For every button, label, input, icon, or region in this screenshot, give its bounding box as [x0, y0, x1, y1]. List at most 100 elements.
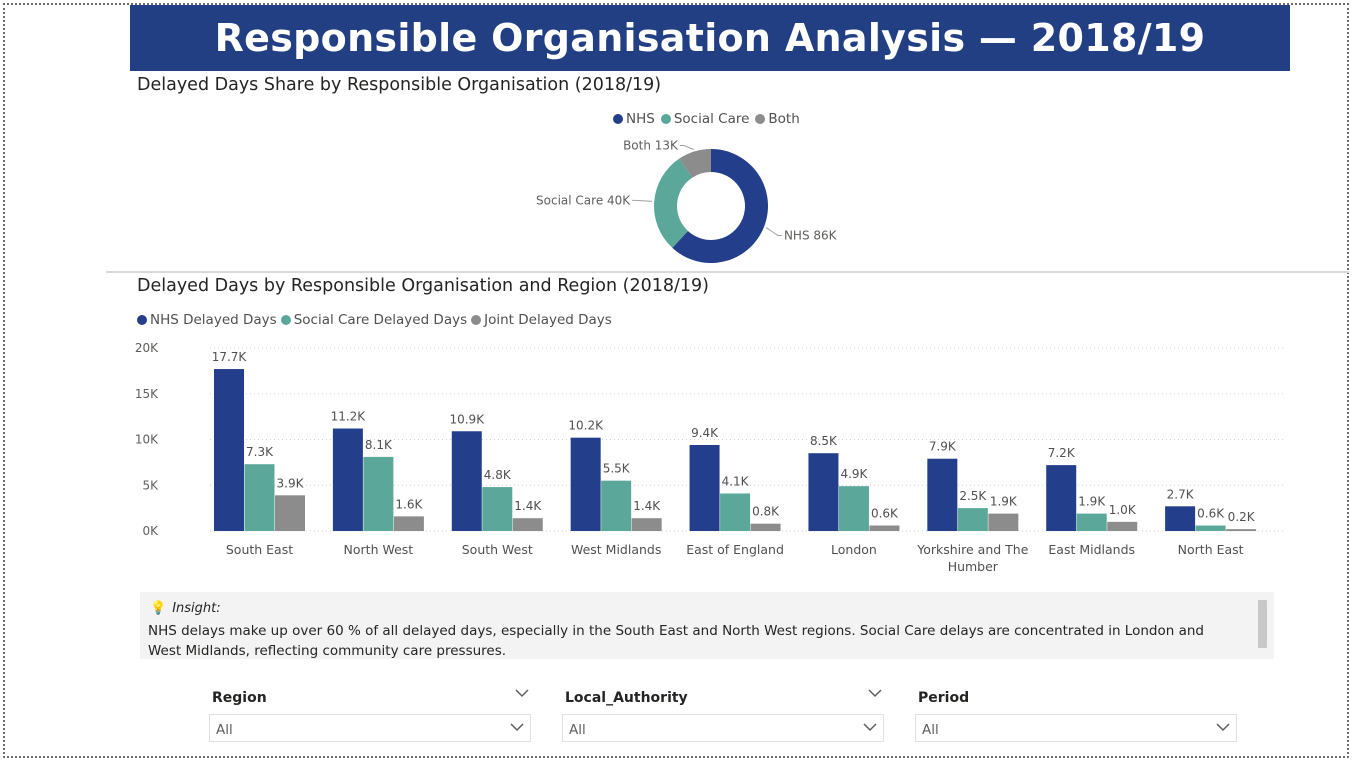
insight-text: NHS delays make up over 60 % of all dela… — [148, 623, 1204, 659]
clustered-bar-chart: 0K 5K 10K 15K 20K 17.7K 7.3K 3.9K South East 11.2… — [135, 341, 1285, 574]
bar-data-label: 10.2K — [568, 419, 604, 433]
y-tick-label: 15K — [135, 387, 159, 401]
bar-data-label: 9.4K — [691, 426, 719, 440]
chevron-down-icon[interactable] — [510, 723, 524, 732]
bar-joint — [1107, 521, 1138, 531]
bar-data-label: 0.8K — [752, 505, 780, 519]
bar-nhs — [1046, 465, 1077, 531]
x-category-label: South West — [462, 542, 533, 557]
bar-chart-title: Delayed Days by Responsible Organisation… — [137, 276, 710, 296]
donut-legend-item-nhs[interactable]: NHS — [613, 111, 655, 127]
bar-data-label: 11.2K — [331, 410, 367, 424]
local-authority-dropdown[interactable]: All — [562, 714, 884, 742]
bar-nhs — [927, 458, 958, 531]
bar-nhs — [689, 444, 720, 531]
bar-social-care — [482, 487, 513, 531]
bar-data-label: 2.7K — [1167, 487, 1195, 501]
x-category-label: South East — [226, 542, 293, 557]
bar-joint — [988, 513, 1019, 531]
slicer-header: Period — [918, 690, 970, 706]
bar-data-label: 8.5K — [810, 434, 838, 448]
bar-data-label: 1.4K — [633, 499, 661, 513]
bar-joint — [631, 518, 662, 531]
x-category-label: Humber — [948, 559, 999, 574]
dropdown-value: All — [569, 722, 586, 738]
bar-social-care — [838, 486, 869, 531]
x-category-label: London — [831, 542, 877, 557]
bar-social-care — [601, 480, 632, 531]
bar-data-label: 1.9K — [990, 495, 1018, 509]
bar-legend: NHS Delayed Days Social Care Delayed Day… — [137, 312, 618, 328]
report-title-banner: Responsible Organisation Analysis — 2018… — [130, 5, 1290, 71]
chevron-down-icon[interactable] — [1216, 723, 1230, 732]
bar-nhs — [1165, 506, 1196, 531]
bar-data-label: 0.6K — [871, 507, 899, 521]
bar-data-label: 10.9K — [449, 412, 485, 426]
nhs-legend-dot-icon — [137, 315, 147, 325]
y-tick-label: 10K — [135, 433, 159, 447]
bar-data-label: 4.1K — [722, 474, 750, 488]
bar-data-label: 17.7K — [212, 350, 248, 364]
bar-nhs — [570, 437, 601, 531]
donut-chart-title: Delayed Days Share by Responsible Organi… — [137, 75, 662, 95]
nhs-legend-dot-icon — [613, 114, 623, 124]
bar-joint — [869, 525, 900, 531]
bar-data-label: 4.8K — [484, 468, 512, 482]
bar-joint — [1226, 529, 1257, 531]
donut-chart: NHS 86K Social Care 40K Both 13K — [536, 139, 838, 263]
insight-header: 💡 Insight: — [150, 601, 221, 616]
chevron-down-icon[interactable] — [515, 689, 529, 698]
donut-data-label: Both 13K — [623, 139, 679, 153]
bar-data-label: 3.9K — [277, 476, 305, 490]
bar-data-label: 7.2K — [1048, 446, 1076, 460]
bar-data-label: 7.3K — [246, 445, 274, 459]
x-category-label: Yorkshire and The — [916, 542, 1028, 557]
donut-legend-label: Social Care — [673, 111, 750, 127]
social-care-legend-dot-icon — [280, 315, 291, 325]
x-category-label: North West — [344, 542, 414, 557]
bar-nhs — [451, 431, 482, 531]
slicer-period: Period All — [915, 686, 1239, 746]
dropdown-value: All — [922, 722, 939, 738]
x-category-label: West Midlands — [571, 542, 661, 557]
bar-data-label: 2.5K — [959, 489, 987, 503]
slicer-region: Region All — [209, 686, 533, 746]
bar-legend-item-social-care[interactable]: Social Care Delayed Days — [280, 312, 468, 328]
bar-legend-item-joint[interactable]: Joint Delayed Days — [471, 312, 612, 328]
y-tick-label: 0K — [142, 524, 159, 538]
x-category-label: East Midlands — [1048, 542, 1135, 557]
y-tick-label: 20K — [135, 341, 159, 355]
bar-social-care — [1195, 525, 1226, 531]
report-title: Responsible Organisation Analysis — 2018… — [214, 16, 1206, 60]
chevron-down-icon[interactable] — [868, 689, 882, 698]
both-legend-dot-icon — [755, 114, 766, 124]
bar-data-label: 5.5K — [603, 462, 631, 476]
donut-leader-line — [632, 199, 653, 202]
donut-legend: NHS Social Care Both — [613, 111, 806, 127]
donut-legend-item-both[interactable]: Both — [755, 111, 800, 127]
donut-slice — [672, 149, 768, 263]
y-tick-label: 5K — [142, 478, 159, 492]
chevron-down-icon[interactable] — [863, 723, 877, 732]
bar-data-label: 1.4K — [514, 499, 542, 513]
period-dropdown[interactable]: All — [915, 714, 1237, 742]
bar-social-care — [957, 508, 988, 531]
insight-label: Insight: — [172, 601, 221, 616]
bar-joint — [275, 495, 305, 531]
region-dropdown[interactable]: All — [209, 714, 531, 742]
bar-legend-label: NHS Delayed Days — [150, 312, 277, 328]
slicer-header: Region — [212, 690, 267, 706]
donut-legend-item-social-care[interactable]: Social Care — [660, 111, 750, 127]
insight-card[interactable]: 💡 Insight: NHS delays make up over 60 % … — [140, 592, 1274, 659]
bar-legend-label: Social Care Delayed Days — [293, 312, 468, 328]
bar-data-label: 4.9K — [840, 467, 868, 481]
donut-data-label: Social Care 40K — [536, 193, 631, 207]
bar-joint — [393, 516, 424, 531]
donut-legend-label: Both — [768, 111, 800, 127]
insight-scrollbar[interactable] — [1258, 600, 1267, 648]
bar-data-label: 7.9K — [929, 440, 957, 454]
bar-data-label: 1.0K — [1109, 503, 1137, 517]
bar-legend-item-nhs[interactable]: NHS Delayed Days — [137, 312, 277, 328]
social-care-legend-dot-icon — [660, 114, 671, 124]
bar-legend-label: Joint Delayed Days — [484, 312, 612, 328]
